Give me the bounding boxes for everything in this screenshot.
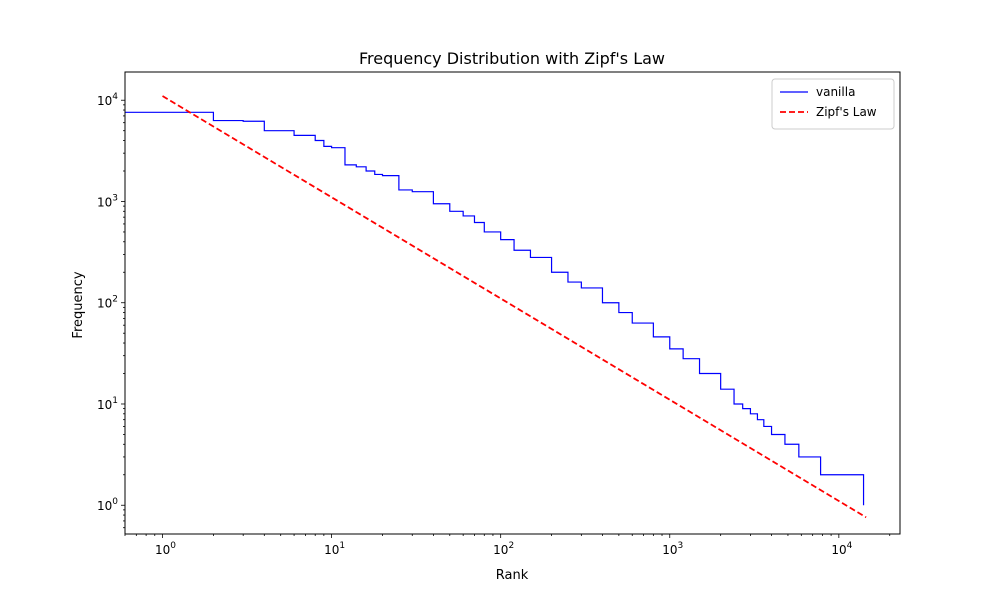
x-tick-label: 103 (662, 541, 683, 557)
plot-area (125, 95, 867, 519)
y-axis-label: Frequency (71, 271, 86, 338)
series-line-vanilla (125, 111, 865, 506)
legend: vanilla Zipf's Law (771, 78, 895, 130)
series-line-zipfs-law (162, 95, 867, 519)
chart-title: Frequency Distribution with Zipf's Law (359, 49, 665, 68)
legend-label: vanilla (816, 85, 855, 99)
x-tick-label: 100 (155, 541, 176, 557)
legend-label: Zipf's Law (816, 105, 877, 119)
x-tick-label: 101 (324, 541, 345, 557)
x-tick-label: 102 (493, 541, 514, 557)
y-tick-label: 104 (97, 92, 118, 108)
y-tick-label: 102 (97, 295, 118, 311)
y-tick-label: 100 (97, 497, 118, 513)
y-tick-label: 101 (97, 396, 118, 412)
y-tick-label: 103 (97, 193, 118, 209)
x-axis-label: Rank (496, 568, 529, 583)
axes: 100 101 102 103 104 100 101 102 103 104 (97, 71, 901, 557)
x-tick-label: 104 (831, 541, 852, 557)
